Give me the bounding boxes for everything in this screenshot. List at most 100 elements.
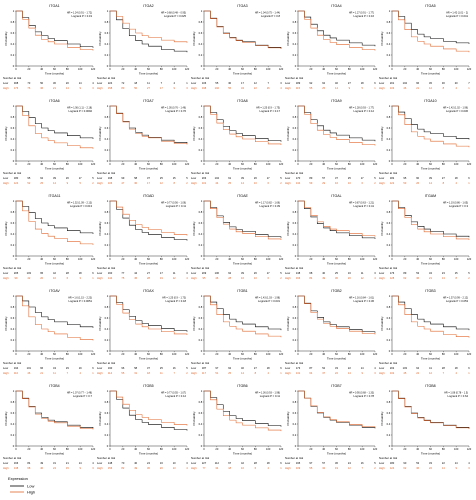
risk-count-low: 7 <box>468 81 470 85</box>
risk-count-low: 209 <box>202 271 207 275</box>
x-tick-label: 20 <box>215 257 218 261</box>
y-tick-label: 0.4 <box>105 232 109 236</box>
risk-count-high: 7 <box>443 371 445 375</box>
risk-count-low: 205 <box>14 271 19 275</box>
x-tick-label: 120 <box>279 257 284 261</box>
y-tick-label: 0.8 <box>387 20 391 24</box>
risk-row-label-high: High <box>97 466 103 470</box>
y-tick-label: 0.8 <box>11 305 15 309</box>
risk-row-label-low: Low <box>3 81 9 85</box>
y-tick-label: 1 <box>295 389 297 393</box>
survival-curve-high <box>110 10 188 43</box>
y-tick-label: 0 <box>295 254 297 258</box>
risk-row-label-high: High <box>285 276 291 280</box>
risk-count-low: 39 <box>241 271 244 275</box>
x-tick-label: 80 <box>254 447 257 451</box>
y-tick-label: 0 <box>13 444 15 448</box>
x-tick-label: 80 <box>66 447 69 451</box>
risk-count-low: 42 <box>241 461 244 465</box>
risk-count-high: 101 <box>202 181 207 185</box>
risk-count-high: 3 <box>79 276 81 280</box>
risk-count-low: 14 <box>79 81 82 85</box>
risk-count-high: 1 <box>280 466 282 470</box>
x-tick-label: 60 <box>241 352 244 356</box>
risk-count-low: 24 <box>348 461 351 465</box>
y-tick-label: 0.6 <box>11 126 15 130</box>
x-tick-label: 20 <box>27 352 30 356</box>
risk-count-low: 15 <box>455 271 458 275</box>
y-tick-label: 0.4 <box>387 42 391 46</box>
x-tick-label: 60 <box>335 257 338 261</box>
x-tick-label: 0 <box>203 447 205 451</box>
risk-row-label-low: Low <box>97 366 103 370</box>
risk-count-high: 20 <box>348 276 351 280</box>
risk-count-low: 44 <box>134 271 137 275</box>
risk-count-low: 18 <box>79 271 82 275</box>
risk-count-high: 56 <box>228 86 231 90</box>
x-tick-label: 80 <box>442 257 445 261</box>
x-tick-label: 20 <box>403 447 406 451</box>
hazard-ratio-text: HR = 1.42 (1.02 − 1.96) <box>443 107 468 110</box>
x-tick-label: 120 <box>185 447 190 451</box>
survival-curve-low <box>16 200 94 234</box>
risk-count-high: 25 <box>40 181 43 185</box>
x-tick-label: 60 <box>53 162 56 166</box>
risk-count-low: 112 <box>215 461 220 465</box>
y-tick-label: 0.6 <box>293 126 297 130</box>
x-tick-label: 40 <box>416 352 419 356</box>
y-tick-label: 0.6 <box>105 316 109 320</box>
x-tick-label: 0 <box>15 162 17 166</box>
x-axis-label: Time (months) <box>421 72 440 76</box>
x-tick-label: 40 <box>416 162 419 166</box>
risk-count-low: 23 <box>442 271 445 275</box>
y-tick-label: 0.4 <box>105 422 109 426</box>
risk-count-high: 2 <box>186 181 188 185</box>
y-tick-label: 0 <box>201 159 203 163</box>
risk-count-low: 17 <box>241 81 244 85</box>
x-tick-label: 60 <box>147 257 150 261</box>
survival-curve-low <box>204 10 282 49</box>
x-tick-label: 120 <box>279 447 284 451</box>
risk-count-high: 12 <box>429 371 432 375</box>
y-tick-label: 0.2 <box>387 148 391 152</box>
risk-count-low: 17 <box>267 271 270 275</box>
y-tick-label: 0.8 <box>199 400 203 404</box>
risk-count-low: 5 <box>374 461 376 465</box>
x-tick-label: 100 <box>266 257 271 261</box>
y-tick-label: 0.8 <box>293 400 297 404</box>
risk-count-low: 201 <box>390 81 395 85</box>
risk-count-low: 18 <box>361 81 364 85</box>
risk-count-low: 173 <box>296 366 301 370</box>
risk-count-high: 4 <box>374 276 376 280</box>
y-tick-label: 0.2 <box>11 148 15 152</box>
risk-count-high: 27 <box>147 86 150 90</box>
risk-count-high: 198 <box>202 86 207 90</box>
hazard-ratio-text: HR = 1.16 (0.84 − 1.61) <box>349 297 374 300</box>
risk-count-high: 106 <box>108 181 113 185</box>
x-tick-label: 20 <box>403 162 406 166</box>
risk-count-low: 10 <box>173 461 176 465</box>
survival-curve-low <box>204 105 282 142</box>
risk-count-high: 64 <box>309 371 312 375</box>
risk-count-low: 40 <box>322 271 325 275</box>
risk-count-high: 1 <box>92 371 94 375</box>
survival-curve-low <box>298 105 376 142</box>
y-tick-label: 0.8 <box>105 115 109 119</box>
y-tick-label: 0.2 <box>105 53 109 57</box>
risk-count-low: 57 <box>322 176 325 180</box>
x-tick-label: 80 <box>442 447 445 451</box>
risk-count-low: 101 <box>27 366 32 370</box>
risk-count-low: 22 <box>442 461 445 465</box>
risk-count-high: 5 <box>361 86 363 90</box>
risk-count-low: 5 <box>92 176 94 180</box>
survival-curve-low <box>392 105 470 140</box>
risk-count-low: 104 <box>215 176 220 180</box>
y-tick-label: 1 <box>13 199 15 203</box>
risk-count-low: 39 <box>241 176 244 180</box>
risk-row-label-low: Low <box>191 81 197 85</box>
logrank-text: Logrank P = 0.12 <box>354 109 375 113</box>
risk-count-high: 1 <box>280 371 282 375</box>
risk-count-low: 104 <box>403 81 408 85</box>
